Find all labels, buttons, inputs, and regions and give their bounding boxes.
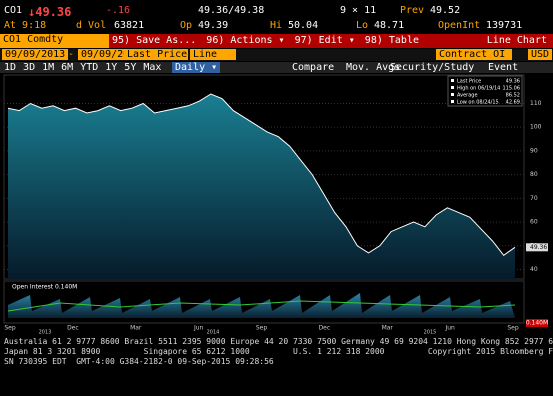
legend-value: 49.36 bbox=[506, 79, 520, 85]
period[interactable]: 5Y bbox=[124, 62, 137, 73]
prev-label: Prev bbox=[400, 5, 425, 16]
price-area bbox=[8, 94, 515, 279]
legend-box bbox=[447, 75, 523, 107]
period[interactable]: 1Y bbox=[105, 62, 118, 73]
last-tag: 49.36 bbox=[530, 244, 547, 251]
event[interactable]: Event bbox=[488, 62, 519, 73]
style[interactable]: Line bbox=[190, 49, 236, 60]
controls: 09/09/2013 - 09/09/2015 Last Price Line … bbox=[0, 49, 553, 61]
x-tick-label: Sep bbox=[507, 325, 519, 332]
op: 49.39 bbox=[198, 20, 229, 31]
period[interactable]: 6M bbox=[61, 62, 74, 73]
footer: Australia 61 2 9777 8600 Brazil 5511 239… bbox=[4, 337, 553, 367]
y-tick-label: 40 bbox=[530, 266, 538, 273]
oi-label: OpenInt bbox=[438, 20, 481, 31]
currency[interactable]: USD bbox=[528, 49, 553, 60]
lower-pane-label: Open Interest 0.140M bbox=[12, 284, 77, 291]
last-tag-box bbox=[526, 243, 548, 252]
year-label: 2014 bbox=[207, 330, 220, 336]
x-tick-label: Jun bbox=[444, 325, 455, 332]
y-tick-label: 100 bbox=[530, 124, 542, 131]
size: 9 × 11 bbox=[340, 5, 377, 16]
legend-label: Last Price bbox=[457, 79, 481, 85]
lo: 48.71 bbox=[374, 20, 405, 31]
period[interactable]: Max bbox=[143, 62, 162, 73]
security-study[interactable]: Security/Study bbox=[390, 62, 475, 73]
end-date[interactable]: 09/09/2015 bbox=[78, 49, 145, 60]
vol-label: d Vol bbox=[76, 20, 107, 31]
x-tick-label: Mar bbox=[130, 325, 142, 332]
frequency[interactable]: Daily ▾ bbox=[172, 62, 221, 73]
chart: Open Interest 0.140M 0.140M 405060708090… bbox=[3, 74, 548, 336]
legend-swatch bbox=[451, 86, 454, 89]
lo-label: Lo bbox=[356, 20, 369, 31]
legend-swatch bbox=[451, 100, 454, 103]
toolbar-button[interactable]: 97) Edit ▾ bbox=[294, 35, 355, 46]
y-tick-label: 90 bbox=[530, 147, 538, 154]
lower-tag: 0.140M bbox=[526, 320, 548, 327]
period[interactable]: 3D bbox=[23, 62, 36, 73]
toolbar-button[interactable]: 96) Actions ▾ bbox=[206, 35, 285, 46]
legend-value: 86.52 bbox=[506, 93, 520, 99]
start-date[interactable]: 09/09/2013 bbox=[2, 49, 69, 60]
footer-line: SN 730395 EDT GMT-4:00 G384-2182-0 09-Se… bbox=[4, 357, 274, 366]
period[interactable]: 1D bbox=[4, 62, 17, 73]
last: ↓49.36 bbox=[28, 5, 72, 19]
prev: 49.52 bbox=[430, 5, 461, 16]
x-tick-label: Sep bbox=[4, 325, 16, 332]
compare[interactable]: Compare bbox=[292, 62, 335, 73]
legend-label: Low on 08/24/15 bbox=[457, 100, 499, 106]
view: Line Chart bbox=[486, 35, 547, 46]
legend-label: Average bbox=[457, 93, 478, 99]
dash: - bbox=[68, 49, 75, 60]
oi: 139731 bbox=[486, 20, 523, 31]
open-interest-area bbox=[8, 293, 515, 318]
field[interactable]: Last Price bbox=[124, 49, 188, 60]
security[interactable]: CO1 Comdty bbox=[0, 34, 109, 48]
period[interactable]: 1M bbox=[42, 62, 55, 73]
year-label: 2015 bbox=[424, 330, 437, 336]
y-tick-label: 80 bbox=[530, 171, 538, 178]
bid-ask: 49.36/49.38 bbox=[198, 5, 265, 16]
hi: 50.04 bbox=[288, 20, 319, 31]
legend-swatch bbox=[451, 79, 454, 82]
period[interactable]: YTD bbox=[80, 62, 99, 73]
lower-tag-box bbox=[526, 319, 548, 327]
toolbar-button[interactable]: 98) Table bbox=[364, 35, 419, 46]
legend-label: High on 06/19/14 bbox=[457, 86, 500, 92]
legend-value: 115.06 bbox=[503, 86, 521, 92]
footer-line: Australia 61 2 9777 8600 Brazil 5511 239… bbox=[4, 337, 553, 346]
open-interest-avg bbox=[7, 300, 516, 312]
op-label: Op bbox=[180, 20, 193, 31]
year-label: 2013 bbox=[39, 330, 52, 336]
time: At 9:18 bbox=[4, 20, 47, 31]
toolbar: CO1 Comdty 95) Save As... 96) Actions ▾ 97… bbox=[0, 34, 553, 48]
legend-value: 42.69 bbox=[506, 100, 520, 106]
change: -.16 bbox=[106, 5, 131, 16]
vol: 63821 bbox=[114, 20, 145, 31]
ticker: CO1 bbox=[4, 5, 23, 16]
y-tick-label: 60 bbox=[530, 219, 538, 226]
mov-avgs[interactable]: Mov. Avgs bbox=[346, 62, 401, 73]
study[interactable]: Contract OI bbox=[436, 49, 512, 60]
legend-swatch bbox=[451, 93, 454, 96]
period-bar: 1D 3D 1M 6M YTD 1Y 5Y Max Daily ▾ Compare Mov. … bbox=[0, 62, 553, 73]
y-tick-label: 110 bbox=[530, 100, 542, 107]
toolbar-button[interactable]: 95) Save As... bbox=[112, 35, 197, 46]
x-tick-label: Sep bbox=[256, 325, 268, 332]
price-line bbox=[7, 93, 516, 256]
hi-label: Hi bbox=[270, 20, 283, 31]
x-tick-label: Dec bbox=[319, 325, 331, 332]
x-tick-label: Dec bbox=[67, 325, 79, 332]
footer-line: Japan 81 3 3201 8900 Singapore 65 6212 1… bbox=[4, 347, 553, 356]
x-tick-label: Mar bbox=[382, 325, 394, 332]
x-tick-label: Jun bbox=[193, 325, 204, 332]
y-tick-label: 70 bbox=[530, 195, 538, 202]
